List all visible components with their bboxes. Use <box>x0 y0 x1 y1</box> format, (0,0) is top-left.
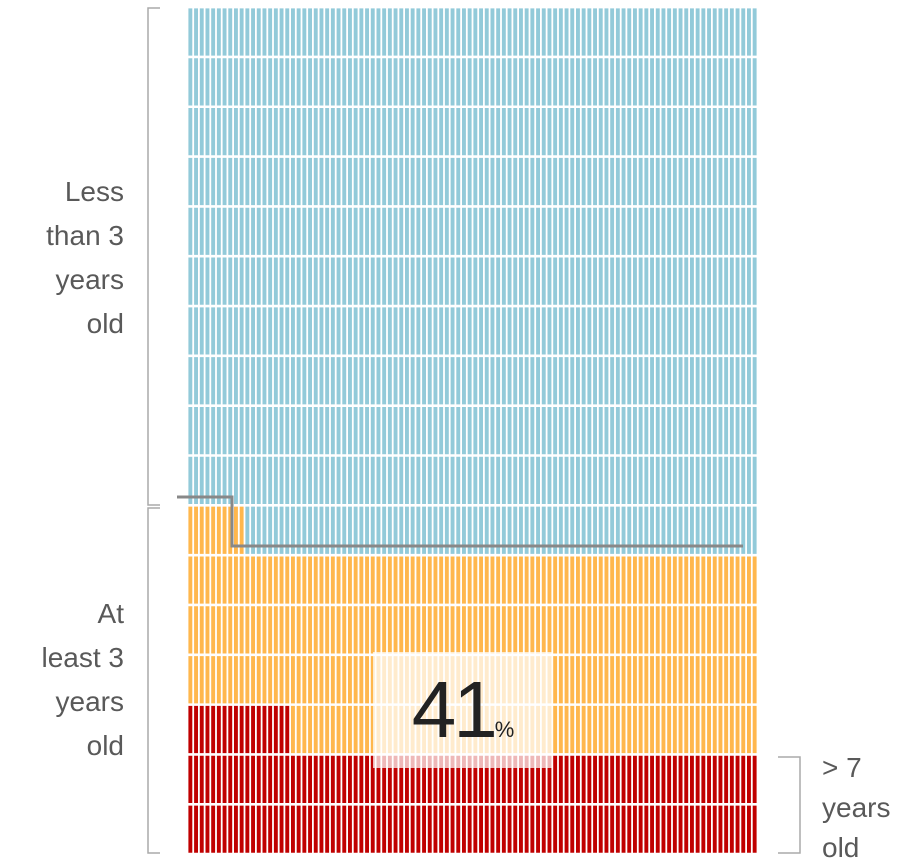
bracket <box>778 756 801 854</box>
annotation-value: 41 <box>411 665 498 754</box>
annotation-unit: % <box>494 717 515 742</box>
divider-line <box>177 495 743 548</box>
annotation: 41% <box>373 652 553 768</box>
group-label: Less than 3 years old <box>46 176 124 339</box>
bracket <box>147 7 160 506</box>
waffle-cells <box>188 8 757 554</box>
group-label: > 7 years old <box>822 752 891 863</box>
bracket <box>147 507 160 854</box>
group-label: At least 3 years old <box>41 598 125 761</box>
